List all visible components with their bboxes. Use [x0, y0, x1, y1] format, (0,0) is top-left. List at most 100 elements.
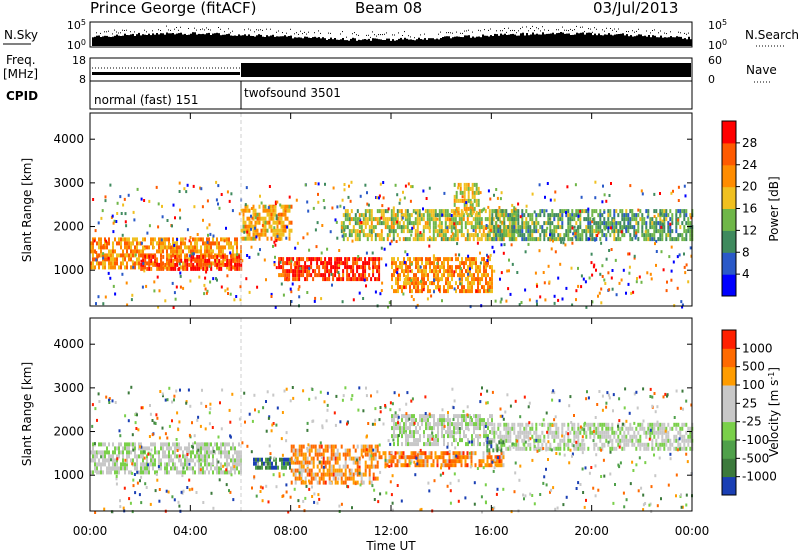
heatmap-cell: [204, 458, 206, 463]
heatmap-cell: [162, 237, 164, 242]
heatmap-cell: [354, 456, 357, 461]
heatmap-cell: [246, 236, 249, 241]
heatmap-cell: [415, 277, 417, 282]
heatmap-cell: [531, 422, 534, 427]
heatmap-cell: [360, 472, 363, 477]
heatmap-cell: [491, 422, 493, 427]
heatmap-cell: [368, 267, 371, 271]
heatmap-cell: [194, 462, 196, 467]
heatmap-cell: [277, 213, 280, 217]
heatmap-cell: [527, 221, 530, 226]
heatmap-cell: [216, 446, 218, 451]
heatmap-cell: [198, 442, 200, 447]
nsky-bar: [380, 39, 382, 46]
heatmap-cell: [350, 229, 353, 234]
heatmap-cell: [465, 261, 467, 266]
heatmap-cell: [352, 476, 355, 481]
heatmap-cell: [354, 277, 357, 282]
heatmap-cell: [513, 233, 516, 238]
heatmap-cell: [198, 470, 200, 475]
heatmap-cell: [168, 258, 171, 263]
heatmap-cell: [126, 458, 128, 463]
heatmap-cell: [486, 264, 489, 268]
heatmap-cell: [491, 217, 494, 222]
heatmap-cell: [360, 221, 363, 224]
heatmap-cell: [190, 254, 193, 259]
heatmap-cell: [224, 289, 227, 293]
heatmap-cell: [274, 208, 277, 213]
heatmap-cell: [659, 221, 662, 226]
heatmap-cell: [126, 442, 128, 447]
heatmap-cell: [184, 454, 186, 459]
heatmap-cell: [255, 235, 258, 239]
heatmap-cell: [529, 233, 532, 238]
heatmap-cell: [495, 213, 498, 218]
heatmap-cell: [264, 228, 267, 233]
heatmap-cell: [444, 213, 447, 218]
heatmap-cell: [92, 458, 94, 463]
heatmap-cell: [446, 229, 449, 234]
heatmap-cell: [236, 245, 238, 250]
heatmap-cell: [463, 182, 466, 187]
heatmap-cell: [130, 253, 132, 258]
heatmap-cell: [284, 207, 287, 211]
heatmap-cell: [210, 466, 212, 471]
nsky-bar: [294, 37, 296, 46]
heatmap-cell: [477, 198, 480, 203]
heatmap-cell: [224, 462, 226, 467]
heatmap-cell: [96, 261, 98, 266]
heatmap-cell: [496, 463, 499, 468]
heatmap-cell: [344, 209, 347, 214]
nsearch-point: [684, 32, 685, 34]
heatmap-cell: [298, 285, 301, 289]
heatmap-cell: [607, 217, 610, 222]
heatmap-cell: [246, 254, 249, 257]
heatmap-cell: [164, 241, 166, 246]
nsky-bar: [106, 35, 108, 46]
heatmap-cell: [97, 295, 100, 299]
nsky-panel: N.Sky 105 100 105 100 N.Search: [3, 18, 799, 52]
heatmap-cell: [525, 217, 528, 222]
heatmap-cell: [413, 442, 415, 447]
heatmap-cell: [450, 214, 453, 217]
heatmap-cell: [437, 438, 439, 443]
heatmap-cell: [506, 269, 509, 273]
heatmap-cell: [395, 269, 397, 274]
heatmap-cell: [595, 426, 598, 431]
heatmap-cell: [267, 457, 269, 462]
heatmap-cell: [463, 186, 466, 191]
heatmap-cell: [348, 277, 351, 282]
nsearch-point: [286, 32, 287, 34]
nsky-bar: [670, 36, 672, 46]
heatmap-cell: [517, 209, 520, 214]
heatmap-cell: [374, 464, 377, 469]
heatmap-cell: [121, 233, 124, 237]
heatmap-cell: [395, 277, 397, 282]
heatmap-cell: [404, 209, 407, 214]
heatmap-cell: [198, 266, 201, 271]
heatmap-cell: [228, 266, 231, 271]
heatmap-cell: [282, 228, 285, 233]
heatmap-cell: [90, 241, 92, 246]
heatmap-cell: [521, 446, 524, 451]
heatmap-cell: [409, 261, 411, 266]
nsky-bar: [278, 36, 280, 46]
heatmap-cell: [434, 237, 437, 242]
heatmap-cell: [474, 229, 477, 234]
heatmap-cell: [138, 454, 140, 459]
heatmap-cell: [511, 213, 514, 218]
heatmap-cell: [194, 258, 197, 263]
heatmap-cell: [106, 245, 108, 250]
heatmap-cell: [330, 444, 333, 449]
heatmap-cell: [672, 189, 674, 193]
heatmap-cell: [471, 206, 474, 211]
heatmap-cell: [336, 480, 339, 485]
heatmap-cell: [294, 472, 297, 477]
heatmap-cell: [224, 245, 226, 250]
heatmap-cell: [156, 241, 159, 245]
heatmap-cell: [278, 220, 281, 225]
heatmap-cell: [498, 463, 501, 468]
heatmap-cell: [316, 472, 319, 477]
nsearch-point: [542, 26, 543, 28]
heatmap-cell: [675, 229, 678, 234]
